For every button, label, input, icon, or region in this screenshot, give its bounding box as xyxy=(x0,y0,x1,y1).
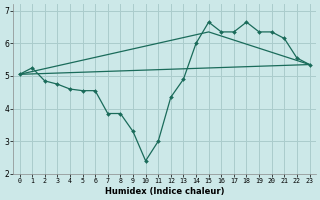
X-axis label: Humidex (Indice chaleur): Humidex (Indice chaleur) xyxy=(105,187,224,196)
